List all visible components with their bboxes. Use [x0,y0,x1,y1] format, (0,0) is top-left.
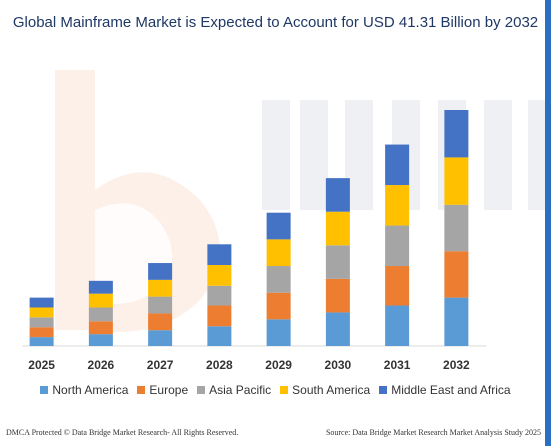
x-tick-label-2027: 2027 [147,358,174,372]
legend-swatch [40,386,49,394]
legend-label: Asia Pacific [209,383,272,397]
bar-segment-2030-north-america [325,312,350,346]
bar-segment-2028-asia-pacific [207,285,232,306]
bar-segment-2032-south-america [444,157,469,205]
chart-legend: North America Europe Asia Pacific South Ame… [0,383,551,397]
chart-title: Global Mainframe Market is Expected to A… [12,14,539,31]
x-tick-label-2028: 2028 [206,358,233,372]
bar-segment-2031-south-america [385,185,410,226]
bar-segment-2026-middle-east-and-africa [88,280,113,294]
bar-segment-2031-north-america [385,305,410,346]
bar-segment-2030-south-america [325,211,350,246]
bar-segment-2032-europe [444,251,469,298]
legend-item-asia-pacific: Asia Pacific [197,383,271,397]
bar-segment-2027-south-america [148,279,173,297]
bar-segment-2030-middle-east-and-africa [325,178,350,212]
bar-segment-2028-middle-east-and-africa [207,244,232,266]
x-tick-label-2030: 2030 [325,358,352,372]
x-tick-label-2029: 2029 [265,358,292,372]
bar-segment-2032-middle-east-and-africa [444,110,469,158]
bar-segment-2029-europe [266,292,291,320]
legend-item-north-america: North America [40,383,128,397]
source-note: Source: Data Bridge Market Research Mark… [325,428,541,437]
x-tick-label-2026: 2026 [88,358,115,372]
bar-segment-2026-north-america [88,334,113,346]
bar-segment-2031-middle-east-and-africa [385,144,410,186]
bar-segment-2025-europe [29,327,54,338]
legend-swatch [280,386,289,394]
legend-item-south-america: South America [280,383,370,397]
legend-item-europe: Europe [137,383,188,397]
bar-segment-2028-europe [207,305,232,327]
bar-segment-2030-europe [325,278,350,313]
legend-swatch [197,386,206,394]
bar-segment-2029-south-america [266,239,291,267]
bar-segment-2029-north-america [266,319,291,346]
bar-segment-2026-asia-pacific [88,307,113,322]
bar-segment-2030-asia-pacific [325,245,350,279]
bar-segment-2031-asia-pacific [385,225,410,267]
bar-segment-2028-north-america [207,326,232,346]
legend-label: Europe [149,383,189,397]
copyright-notice: DMCA Protected © Data Bridge Market Rese… [6,428,239,437]
bar-segment-2027-europe [148,313,173,331]
legend-label: North America [52,383,129,397]
bar-segment-2027-asia-pacific [148,296,173,314]
legend-swatch [137,386,146,394]
legend-label: South America [292,383,371,397]
bar-segment-2029-middle-east-and-africa [266,212,291,240]
bar-segment-2032-asia-pacific [444,204,469,252]
bar-segment-2027-north-america [148,330,173,346]
bar-segment-2025-middle-east-and-africa [29,297,54,308]
bar-segment-2026-south-america [88,293,113,308]
bar-segment-2029-asia-pacific [266,266,291,293]
legend-swatch [379,386,388,394]
bar-segment-2027-middle-east-and-africa [148,263,173,280]
x-tick-label-2025: 2025 [28,358,55,372]
legend-label: Middle East and Africa [391,383,511,397]
bar-segment-2025-south-america [29,307,54,318]
bar-segment-2032-north-america [444,297,469,346]
right-edge-accent [545,0,551,446]
x-tick-label-2031: 2031 [384,358,411,372]
bar-segment-2028-south-america [207,265,232,286]
bar-segment-2031-europe [385,266,410,306]
bar-segment-2025-asia-pacific [29,317,54,328]
x-tick-label-2032: 2032 [443,358,470,372]
bar-segment-2026-europe [88,321,113,335]
legend-item-middle-east-and-africa: Middle East and Africa [379,383,511,397]
bar-segment-2025-north-america [29,337,54,346]
